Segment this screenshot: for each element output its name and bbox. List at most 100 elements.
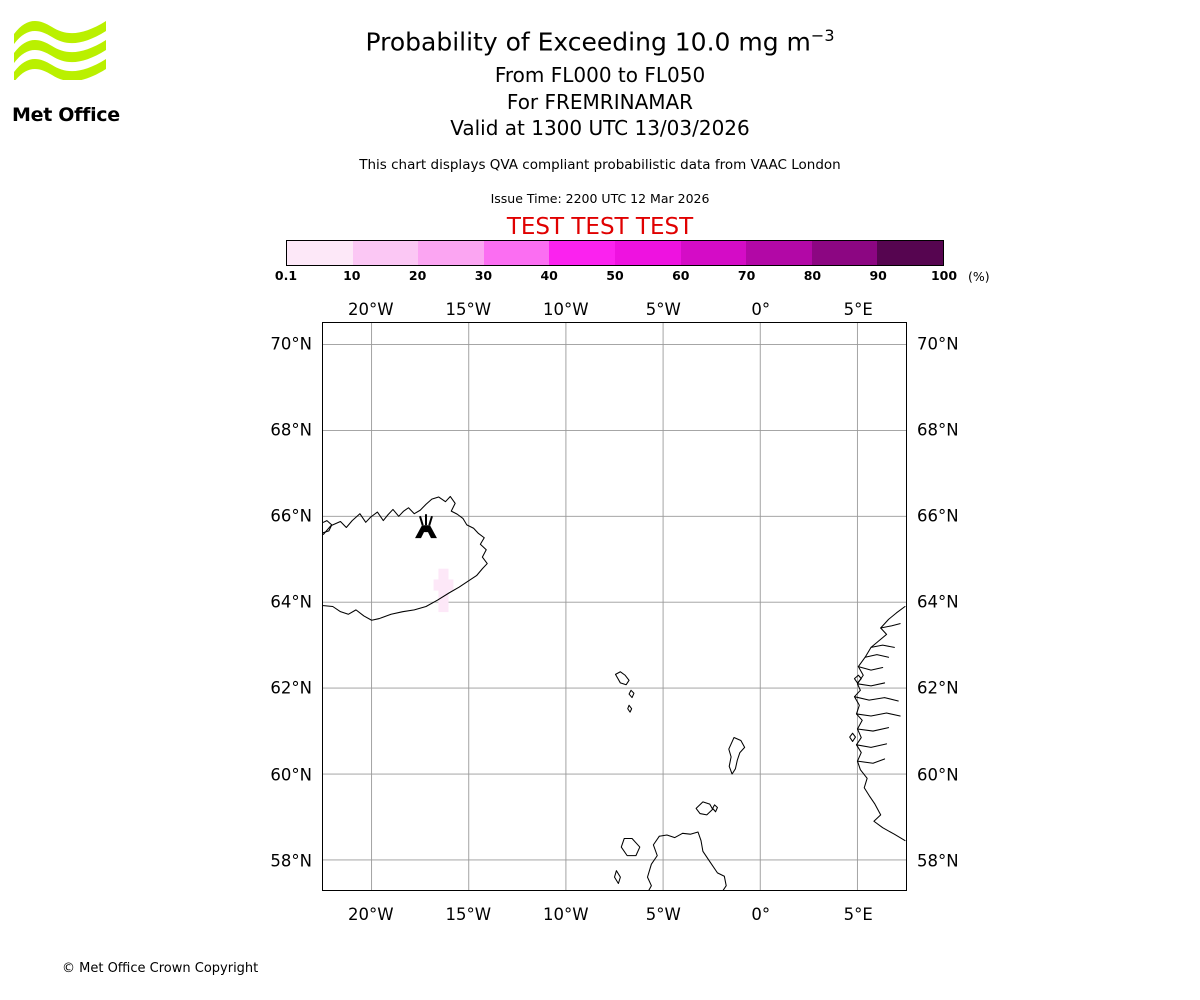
chart-subtitle: This chart displays QVA compliant probab…: [359, 157, 841, 173]
lon-axis-label-0-top: 0°: [751, 300, 771, 319]
colorbar-units-label: (%): [968, 269, 990, 284]
page-title-exponent: −3: [810, 26, 835, 45]
lon-axis-label--15-bottom: 15°W: [445, 905, 492, 924]
coastline-18: [853, 696, 899, 702]
colorbar-tick-70: 70: [737, 268, 756, 283]
colorbar-tick-labels: 0.1 10 20 30 40 50 60 70 80 90 100: [275, 268, 957, 286]
plume-cell-0: [438, 568, 449, 580]
lat-axis-label-58-left: 58°N: [270, 851, 312, 871]
probability-colorbar: 0.1 10 20 30 40 50 60 70 80 90 100: [275, 240, 957, 283]
coastline-8: [658, 831, 727, 890]
lon-axis-label--5-bottom: 5°W: [645, 905, 681, 924]
plume-cell-3: [443, 579, 454, 591]
volcano-name: For FREMRINAMAR: [506, 90, 694, 114]
volcano-marker: [415, 514, 437, 539]
colorbar-band-6: [680, 241, 747, 265]
lon-axis-label--20-top: 20°W: [347, 300, 394, 319]
colorbar-band-8: [811, 241, 878, 265]
lat-axis-label-66-left: 66°N: [270, 506, 312, 526]
volcano-cone-icon: [415, 525, 437, 539]
colorbar-band-9: [877, 241, 943, 265]
met-office-wave-icon: [14, 20, 106, 80]
lon-axis-label--5-top: 5°W: [645, 300, 681, 319]
coastline-2: [614, 671, 630, 686]
colorbar-bands: [286, 240, 944, 266]
colorbar-band-0: [287, 241, 353, 265]
lon-axis-label-5-top: 5°E: [843, 300, 873, 319]
page-title-text: Probability of Exceeding 10.0 mg m: [365, 27, 811, 57]
ash-plume-layer: [433, 568, 454, 613]
flight-level-range: From FL000 to FL050: [494, 63, 706, 87]
coastline-24: [849, 732, 856, 742]
lat-axis-label-62-left: 62°N: [270, 678, 312, 698]
lon-axis-label-0-bottom: 0°: [751, 905, 771, 924]
colorbar-band-2: [418, 241, 484, 265]
colorbar-band-4: [549, 241, 615, 265]
lat-axis-label-70-right: 70°N: [917, 334, 959, 354]
lon-axis-label--10-bottom: 10°W: [542, 905, 589, 924]
met-office-logo: Met Office: [12, 18, 120, 126]
colorbar-band-7: [746, 241, 812, 265]
coastline-22: [856, 758, 886, 764]
lat-axis-label-64-left: 64°N: [270, 592, 312, 612]
colorbar-tick-60: 60: [672, 268, 690, 283]
coastline-15: [864, 654, 890, 658]
coastline-16: [857, 666, 884, 671]
lon-axis-label-5-bottom: 5°E: [843, 905, 873, 924]
coastline-11: [646, 835, 660, 890]
lon-axis-label--10-top: 10°W: [542, 300, 589, 319]
coastline-23: [853, 674, 862, 684]
colorbar-tick-40: 40: [540, 268, 558, 283]
coastline-5: [728, 737, 746, 775]
met-office-logo-text: Met Office: [12, 104, 120, 126]
coastline-7: [712, 804, 718, 813]
coastline-layer: [323, 495, 906, 890]
lat-axis-label-60-left: 60°N: [270, 765, 312, 785]
plume-cell-4: [438, 590, 449, 602]
lat-axis-label-62-right: 62°N: [917, 678, 959, 698]
colorbar-tick-20: 20: [408, 268, 427, 283]
lat-axis-label-70-left: 70°N: [270, 334, 312, 354]
colorbar-tick-0.1: 0.1: [274, 268, 298, 283]
coastline-0: [323, 495, 488, 621]
colorbar-tick-50: 50: [606, 268, 624, 283]
coastline-14: [870, 644, 895, 648]
colorbar-tick-80: 80: [803, 268, 822, 283]
lat-axis-label-68-left: 68°N: [270, 420, 312, 440]
coastline-21: [855, 743, 888, 748]
colorbar-band-1: [352, 241, 419, 265]
volcano-plume-stroke-0: [419, 515, 424, 526]
colorbar-tick-90: 90: [869, 268, 887, 283]
plume-cell-2: [433, 579, 444, 591]
coastline-17: [856, 682, 886, 687]
colorbar-tick-30: 30: [474, 268, 493, 283]
coastline-12: [853, 605, 906, 842]
colorbar-tick-10: 10: [343, 268, 361, 283]
coastline-1: [323, 520, 333, 534]
coastline-9: [620, 837, 641, 857]
coastline-4: [627, 704, 633, 713]
test-banner: TEST TEST TEST: [506, 214, 694, 240]
map-gridlines: [323, 323, 906, 890]
volcano-plume-stroke-2: [428, 515, 433, 526]
map-canvas: [323, 323, 906, 890]
coastline-13: [880, 623, 901, 629]
coastline-19: [855, 712, 901, 717]
map-plot-area[interactable]: [322, 322, 907, 891]
lat-axis-label-66-right: 66°N: [917, 506, 959, 526]
lat-axis-label-64-right: 64°N: [917, 592, 959, 612]
coastline-6: [695, 801, 714, 816]
lat-axis-label-58-right: 58°N: [917, 851, 959, 871]
colorbar-band-3: [483, 241, 550, 265]
coastline-10: [613, 870, 621, 885]
issue-time: Issue Time: 2200 UTC 12 Mar 2026: [490, 191, 710, 206]
valid-time: Valid at 1300 UTC 13/03/2026: [450, 116, 750, 140]
lon-axis-label--20-bottom: 20°W: [347, 905, 394, 924]
page-title: Probability of Exceeding 10.0 mg m−3: [0, 26, 1200, 56]
lat-axis-label-68-right: 68°N: [917, 420, 959, 440]
colorbar-band-5: [614, 241, 681, 265]
plume-cell-5: [438, 600, 449, 613]
lon-axis-label--15-top: 15°W: [445, 300, 492, 319]
lat-axis-label-60-right: 60°N: [917, 765, 959, 785]
colorbar-tick-100: 100: [930, 268, 958, 283]
